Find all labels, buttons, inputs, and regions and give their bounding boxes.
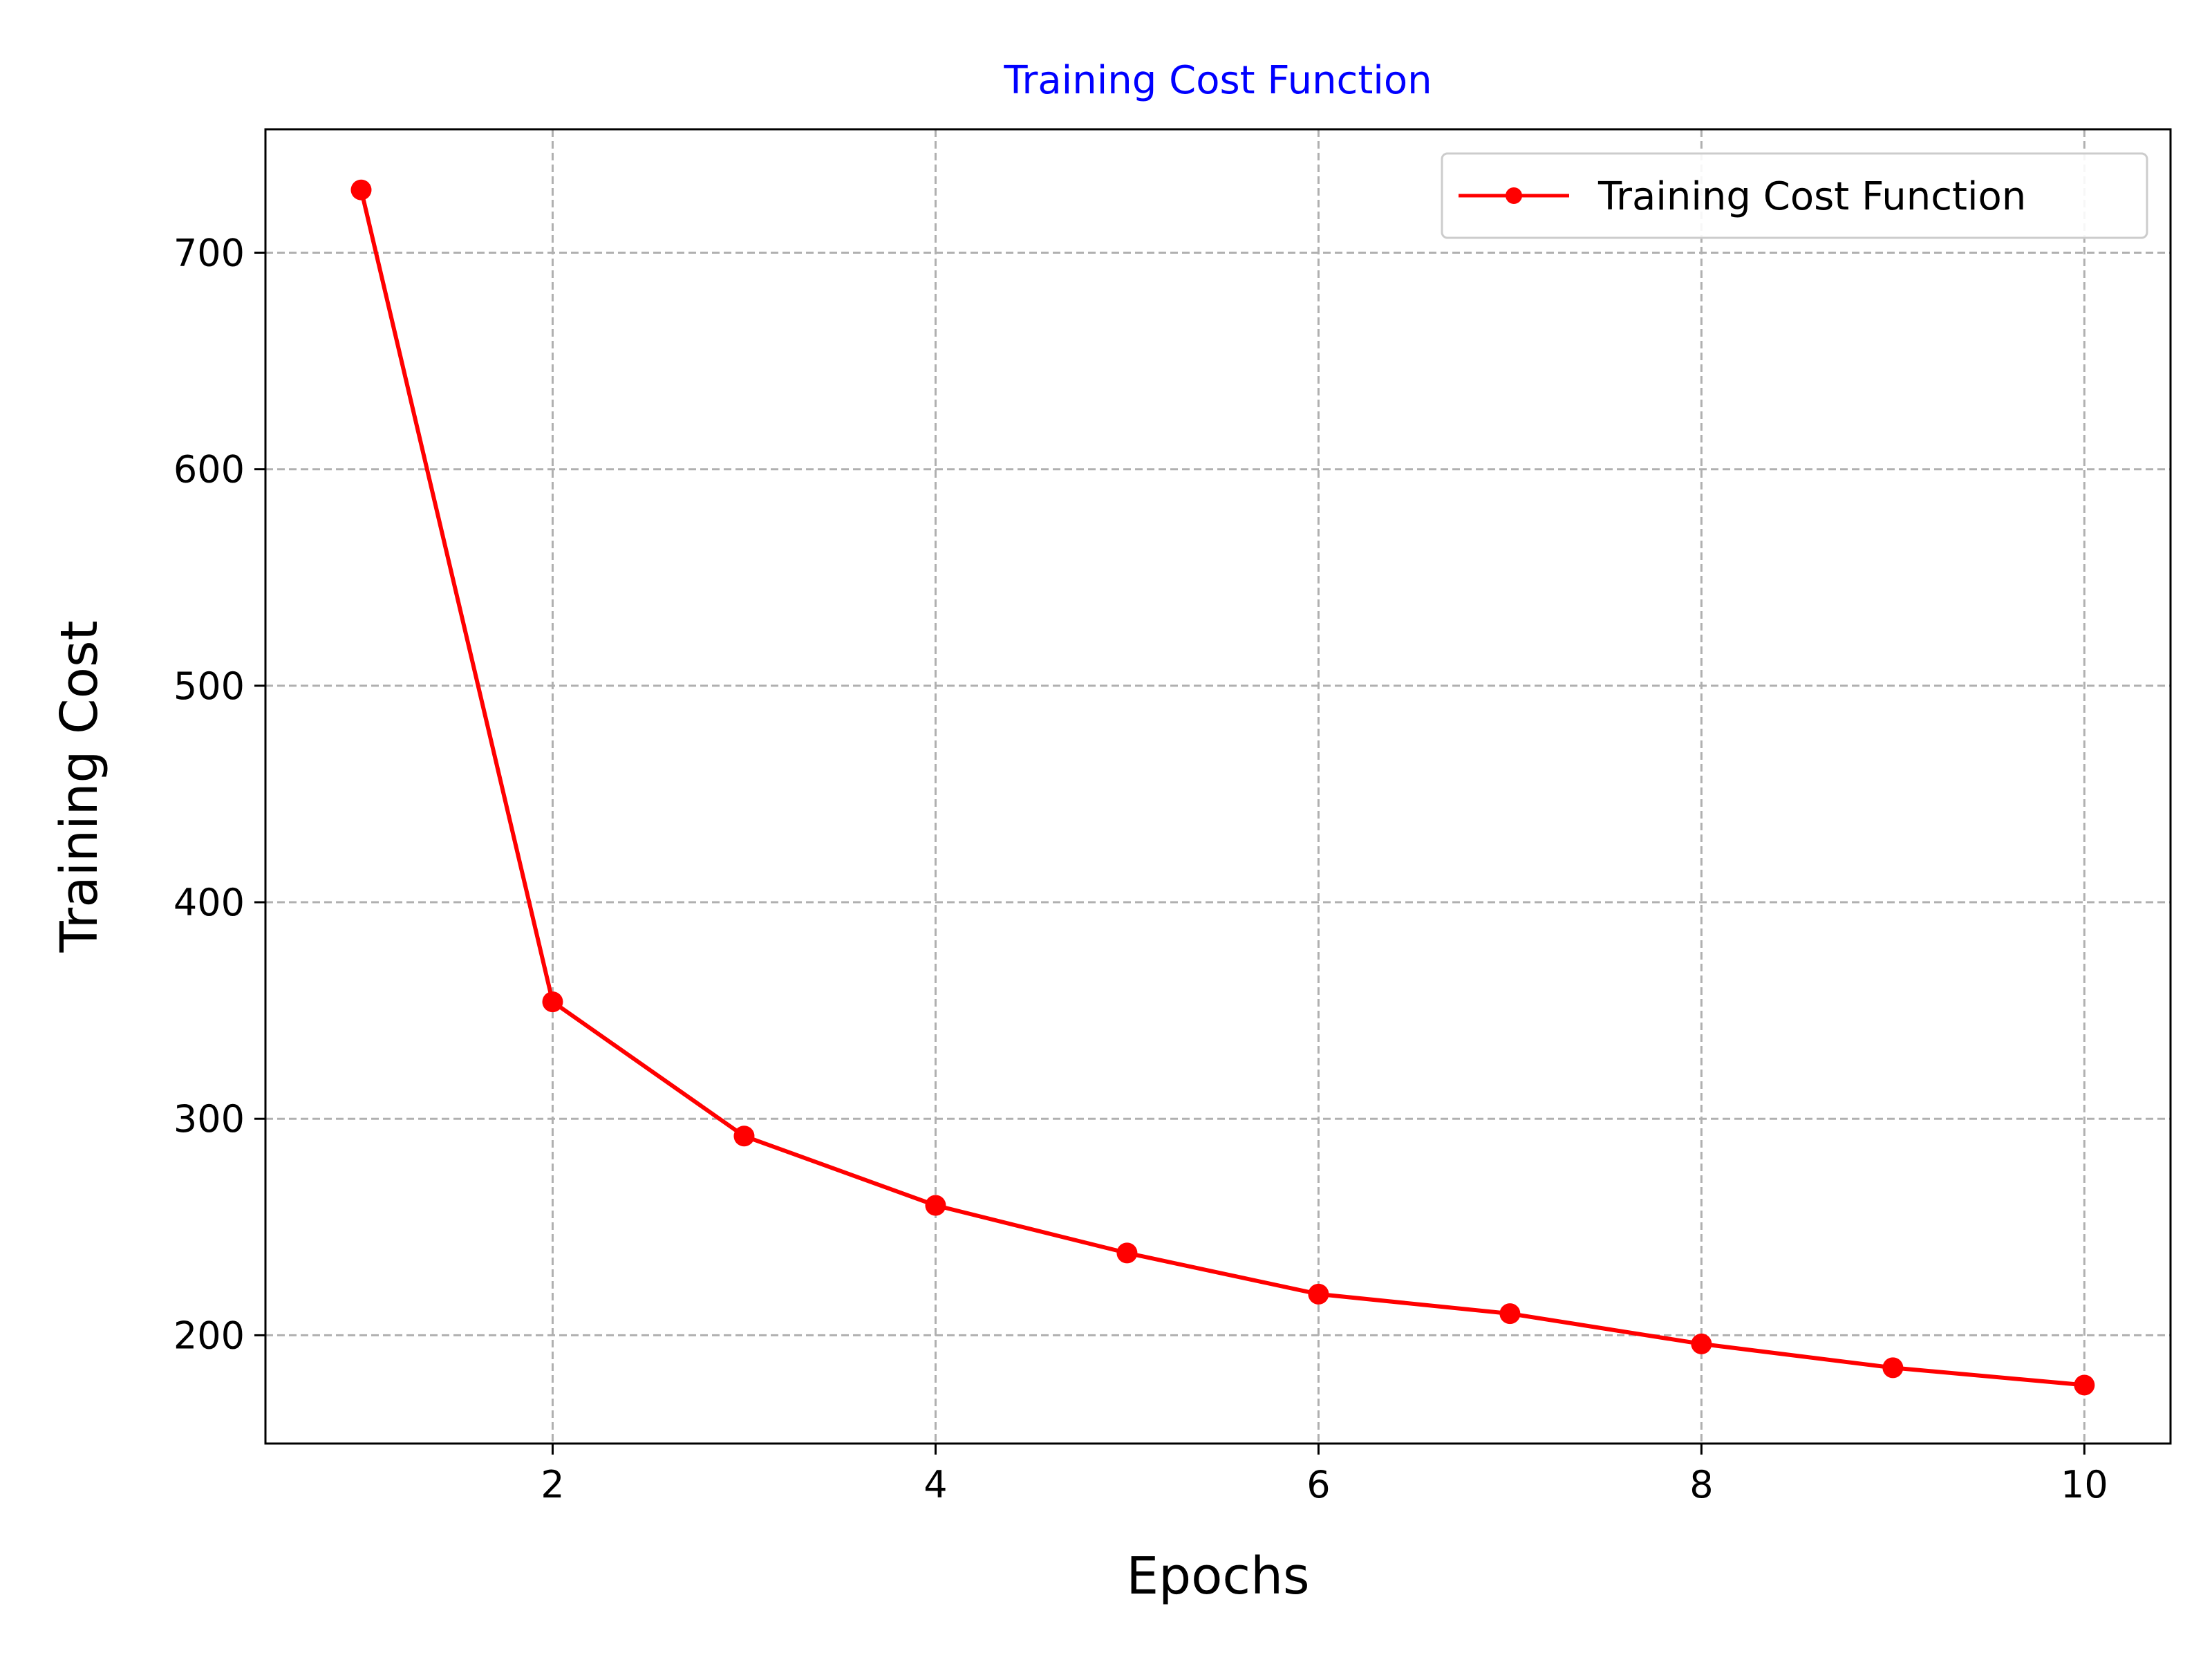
chart-title: Training Cost Function: [1003, 58, 1432, 103]
legend-marker-icon: [1506, 187, 1522, 204]
data-point: [925, 1195, 946, 1216]
data-point: [1691, 1333, 1712, 1354]
x-tick-label: 4: [924, 1463, 947, 1506]
series-layer: [350, 179, 2095, 1396]
x-tick-label: 2: [541, 1463, 564, 1506]
y-tick-label: 500: [174, 664, 245, 708]
data-point: [1308, 1283, 1329, 1305]
data-point: [350, 179, 372, 200]
plot-frame: [264, 128, 2172, 1445]
axis-ticks: 2 4 6 8 10 200 300 400 500 600 700: [174, 232, 2108, 1506]
series-line: [359, 189, 2085, 1388]
y-axis-label: Training Cost: [50, 620, 109, 953]
legend-box: [1441, 152, 2148, 239]
data-point: [542, 991, 563, 1013]
legend: Training Cost Function: [1441, 152, 2148, 239]
data-point: [1116, 1242, 1138, 1264]
y-tick-label: 200: [174, 1314, 245, 1357]
data-point: [1499, 1303, 1521, 1325]
data-point: [1882, 1357, 1904, 1379]
y-tick-label: 600: [174, 448, 245, 492]
data-point: [733, 1126, 755, 1147]
data-point: [2074, 1374, 2095, 1396]
y-tick-label: 400: [174, 881, 245, 924]
y-tick-label: 300: [174, 1097, 245, 1141]
legend-label: Training Cost Function: [1597, 174, 2026, 219]
x-tick-label: 8: [1689, 1463, 1713, 1506]
x-axis-label: Epochs: [1126, 1547, 1309, 1606]
x-tick-label: 6: [1306, 1463, 1330, 1506]
y-tick-label: 700: [174, 232, 245, 275]
x-tick-label: 10: [2061, 1463, 2108, 1506]
grid-lines: [265, 129, 2171, 1444]
